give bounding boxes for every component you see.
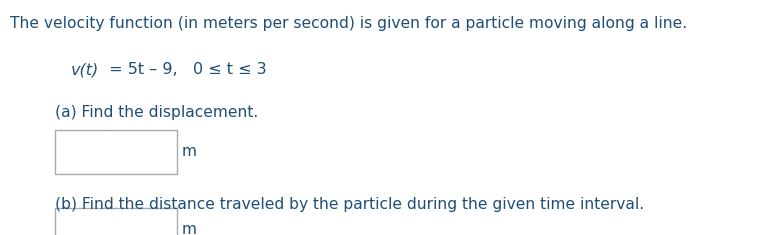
Text: m: m bbox=[182, 222, 197, 235]
Text: The velocity function (in meters per second) is given for a particle moving alon: The velocity function (in meters per sec… bbox=[10, 16, 687, 31]
Text: (b) Find the distance traveled by the particle during the given time interval.: (b) Find the distance traveled by the pa… bbox=[55, 197, 644, 212]
Bar bbox=[55, 208, 177, 235]
Bar bbox=[55, 130, 177, 174]
Text: m: m bbox=[182, 144, 197, 159]
Text: (a) Find the displacement.: (a) Find the displacement. bbox=[55, 105, 259, 120]
Text: v(t): v(t) bbox=[70, 62, 99, 77]
Text: = 5t – 9,   0 ≤ t ≤ 3: = 5t – 9, 0 ≤ t ≤ 3 bbox=[104, 62, 267, 77]
